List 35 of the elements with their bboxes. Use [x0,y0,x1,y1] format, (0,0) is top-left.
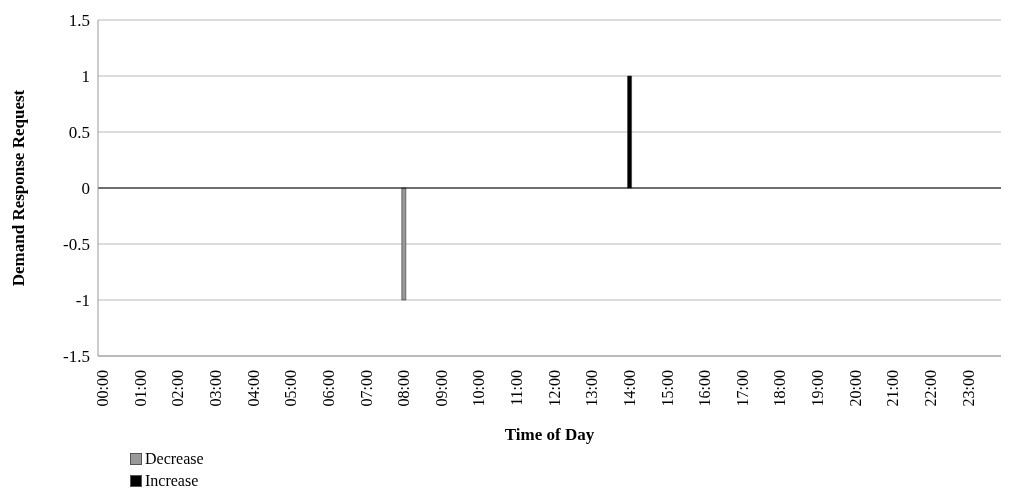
legend-label: Decrease [145,449,204,469]
x-tick-label: 03:00 [207,370,225,407]
x-tick-label: 22:00 [921,370,939,407]
y-tick-label: 0.5 [68,123,90,143]
x-tick-label: 09:00 [432,370,450,407]
x-tick-label: 21:00 [884,370,902,407]
x-tick-label: 18:00 [771,370,789,407]
x-tick-label: 23:00 [959,370,977,407]
y-axis-title: Demand Response Request [9,89,29,287]
x-tick-label: 14:00 [620,370,638,407]
x-tick-label: 16:00 [696,370,714,407]
y-tick-label: 1 [81,67,90,87]
y-tick-label: -1 [75,291,90,311]
x-tick-label: 01:00 [131,370,149,407]
x-tick-label: 00:00 [94,370,112,407]
y-tick-label: 0 [81,179,90,199]
x-tick-label: 02:00 [169,370,187,407]
y-tick-label: -1.5 [63,347,90,367]
x-tick-label: 15:00 [658,370,676,407]
x-tick-label: 20:00 [846,370,864,407]
x-tick-label: 19:00 [809,370,827,407]
x-tick-label: 07:00 [357,370,375,407]
y-tick-label: -0.5 [63,235,90,255]
x-tick-label: 04:00 [244,370,262,407]
x-tick-label: 17:00 [733,370,751,407]
legend-label: Increase [145,471,199,491]
x-axis-title: Time of Day [504,425,595,444]
x-tick-label: 11:00 [508,370,526,406]
x-tick-label: 10:00 [470,370,488,407]
x-tick-label: 13:00 [583,370,601,407]
x-tick-label: 05:00 [282,370,300,407]
x-tick-label: 08:00 [395,370,413,407]
x-tick-label: 06:00 [319,370,337,407]
x-tick-label: 12:00 [545,370,563,407]
y-tick-label: 1.5 [68,11,90,31]
